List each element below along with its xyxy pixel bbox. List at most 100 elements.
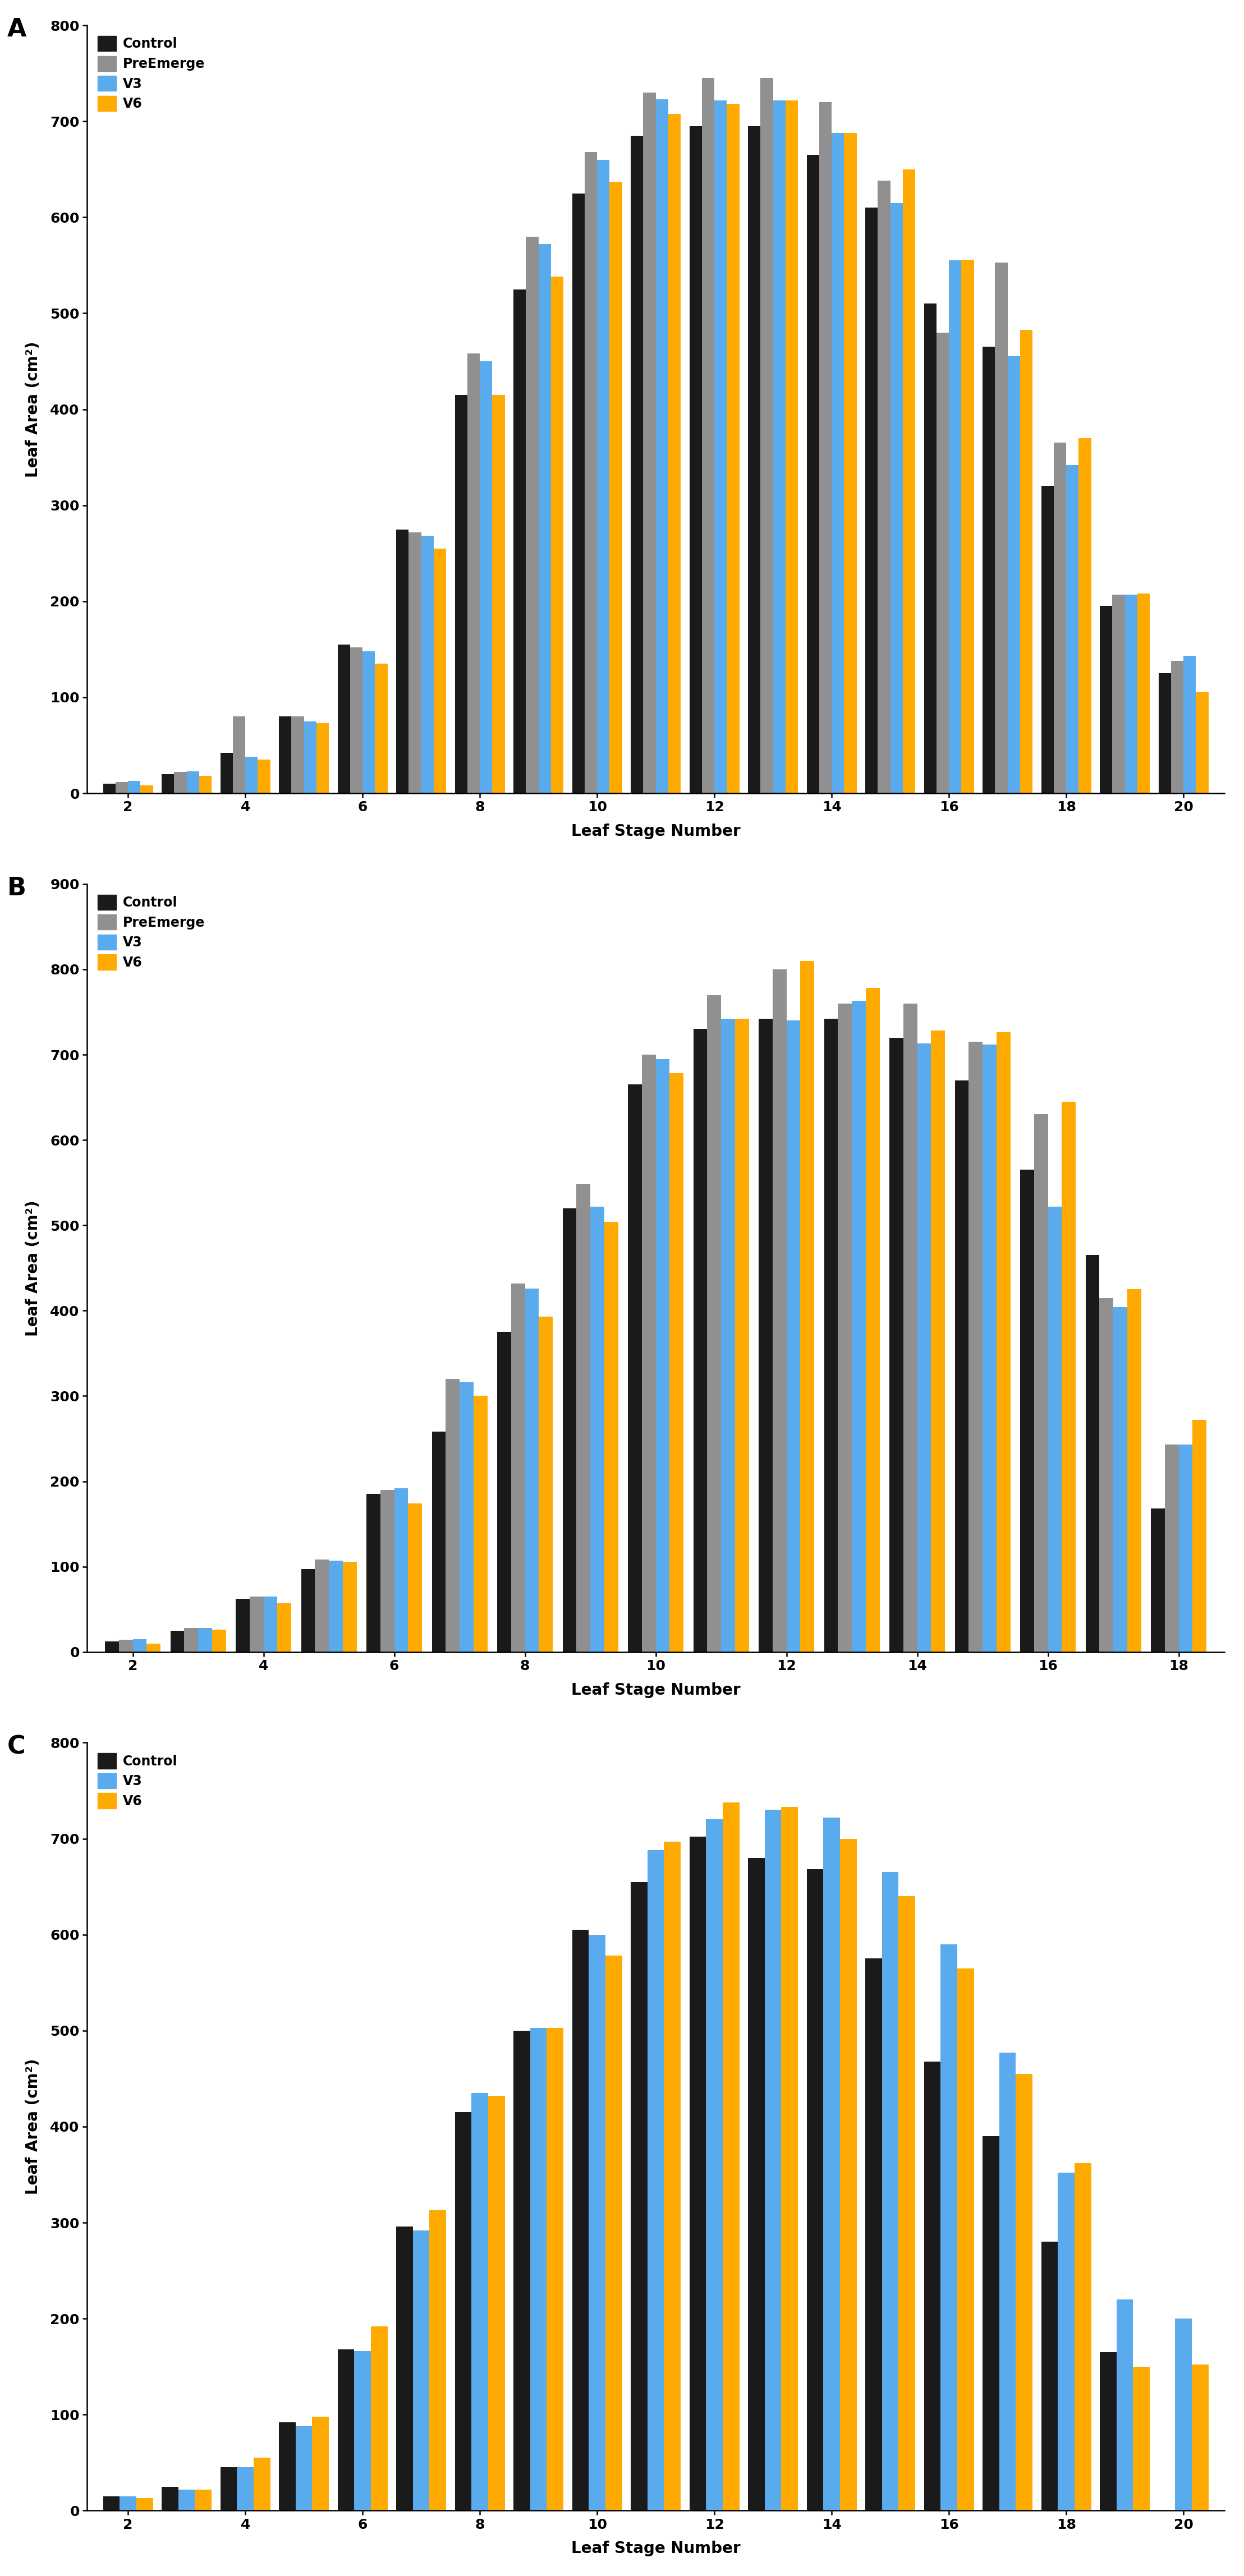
Bar — [1054, 443, 1066, 793]
Bar — [471, 2094, 488, 2512]
Bar — [254, 2458, 270, 2512]
Bar — [591, 1206, 605, 1651]
Bar — [235, 1600, 250, 1651]
Bar — [845, 134, 857, 793]
Bar — [141, 786, 153, 793]
Bar — [480, 361, 493, 793]
Bar — [337, 644, 350, 793]
Bar — [459, 1383, 474, 1651]
Bar — [198, 1628, 211, 1651]
Bar — [445, 1378, 459, 1651]
Bar — [702, 77, 714, 793]
Bar — [488, 2097, 505, 2512]
Bar — [957, 1968, 974, 2512]
Bar — [597, 160, 610, 793]
Bar — [765, 1811, 781, 2512]
Bar — [432, 1432, 445, 1651]
Bar — [409, 533, 422, 793]
X-axis label: Leaf Stage Number: Leaf Stage Number — [571, 1682, 740, 1698]
Bar — [722, 1018, 735, 1651]
Bar — [1100, 605, 1112, 793]
Bar — [1158, 672, 1171, 793]
Bar — [723, 1803, 739, 2512]
Bar — [264, 1597, 277, 1651]
Bar — [220, 752, 233, 793]
Bar — [1151, 1510, 1164, 1651]
Bar — [955, 1079, 969, 1651]
Bar — [588, 1935, 606, 2512]
Bar — [748, 1857, 765, 2512]
Bar — [1075, 2164, 1091, 2512]
Bar — [852, 1002, 866, 1651]
Bar — [1066, 464, 1079, 793]
Bar — [250, 1597, 264, 1651]
Bar — [785, 100, 797, 793]
Bar — [1125, 595, 1137, 793]
Bar — [474, 1396, 488, 1651]
Bar — [1195, 693, 1208, 793]
Bar — [103, 2496, 119, 2512]
Bar — [1117, 2300, 1133, 2512]
Bar — [1192, 2365, 1208, 2512]
Bar — [408, 1504, 422, 1651]
Bar — [119, 2496, 137, 2512]
Bar — [1047, 1206, 1062, 1651]
Bar — [610, 183, 622, 793]
Bar — [184, 1628, 198, 1651]
X-axis label: Leaf Stage Number: Leaf Stage Number — [571, 824, 740, 840]
Bar — [707, 1819, 723, 2512]
Bar — [647, 1850, 664, 2512]
Bar — [539, 245, 551, 793]
Bar — [714, 100, 726, 793]
Bar — [526, 237, 539, 793]
Bar — [891, 204, 903, 793]
Bar — [866, 1958, 882, 2512]
Bar — [937, 332, 949, 793]
Bar — [969, 1041, 983, 1651]
Legend: Control, PreEmerge, V3, V6: Control, PreEmerge, V3, V6 — [93, 31, 209, 116]
Bar — [917, 1043, 932, 1651]
Bar — [397, 528, 409, 793]
Bar — [1113, 1306, 1127, 1651]
Bar — [940, 1945, 957, 2512]
Bar — [236, 2468, 254, 2512]
Bar — [312, 2416, 328, 2512]
Bar — [786, 1020, 800, 1651]
Bar — [605, 1221, 618, 1651]
Bar — [759, 1018, 773, 1651]
Bar — [128, 781, 141, 793]
Bar — [233, 716, 245, 793]
Bar — [199, 775, 211, 793]
Bar — [628, 1084, 642, 1651]
Bar — [1127, 1288, 1141, 1651]
Bar — [174, 773, 187, 793]
Legend: Control, V3, V6: Control, V3, V6 — [93, 1749, 182, 1814]
Bar — [1179, 1445, 1193, 1651]
Bar — [962, 260, 974, 793]
Bar — [824, 1819, 840, 2512]
Bar — [514, 289, 526, 793]
Bar — [898, 1896, 916, 2512]
Legend: Control, PreEmerge, V3, V6: Control, PreEmerge, V3, V6 — [93, 891, 209, 974]
Bar — [748, 126, 760, 793]
Bar — [1020, 330, 1033, 793]
Bar — [773, 969, 786, 1651]
Bar — [1112, 595, 1125, 793]
Bar — [187, 770, 199, 793]
Bar — [371, 2326, 387, 2512]
Bar — [572, 1929, 588, 2512]
Bar — [301, 1569, 315, 1651]
Bar — [525, 1288, 539, 1651]
Bar — [468, 353, 480, 793]
Bar — [279, 716, 291, 793]
Bar — [162, 773, 174, 793]
Bar — [367, 1494, 381, 1651]
Bar — [781, 1806, 797, 2512]
Bar — [119, 1641, 133, 1651]
Bar — [1176, 2318, 1192, 2512]
Bar — [381, 1489, 394, 1651]
Bar — [1171, 662, 1183, 793]
Bar — [220, 2468, 236, 2512]
Bar — [1100, 2352, 1117, 2512]
Bar — [296, 2427, 312, 2512]
